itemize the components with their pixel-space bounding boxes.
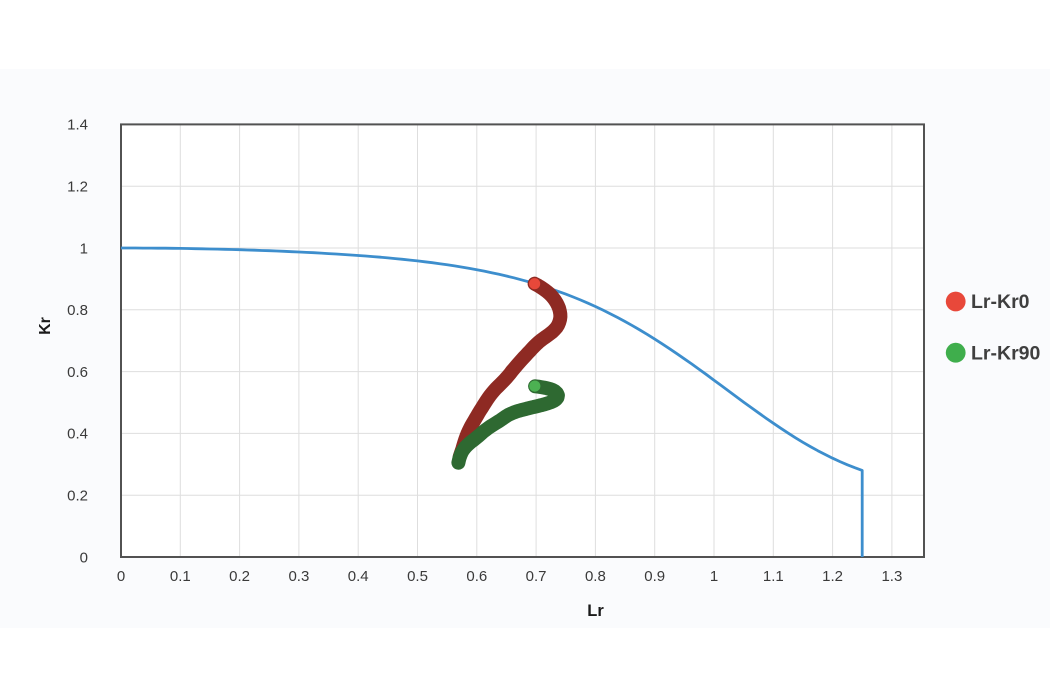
svg-text:0.5: 0.5 bbox=[407, 568, 428, 585]
svg-text:0.6: 0.6 bbox=[67, 364, 88, 381]
svg-text:Lr: Lr bbox=[587, 602, 604, 620]
svg-text:Lr-Kr90: Lr-Kr90 bbox=[971, 343, 1041, 365]
svg-text:0.3: 0.3 bbox=[288, 568, 309, 585]
svg-text:0.8: 0.8 bbox=[67, 302, 88, 319]
svg-text:1: 1 bbox=[710, 568, 718, 585]
svg-text:0.4: 0.4 bbox=[67, 426, 88, 443]
svg-text:1.2: 1.2 bbox=[822, 568, 843, 585]
svg-text:0.9: 0.9 bbox=[644, 568, 665, 585]
svg-text:0.2: 0.2 bbox=[67, 488, 88, 505]
svg-text:0.2: 0.2 bbox=[229, 568, 250, 585]
svg-text:0.7: 0.7 bbox=[526, 568, 547, 585]
svg-text:Lr-Kr0: Lr-Kr0 bbox=[971, 291, 1030, 313]
svg-text:0.4: 0.4 bbox=[348, 568, 369, 585]
svg-text:0: 0 bbox=[80, 549, 88, 566]
svg-text:1.2: 1.2 bbox=[67, 179, 88, 196]
svg-text:0: 0 bbox=[117, 568, 125, 585]
svg-text:0.8: 0.8 bbox=[585, 568, 606, 585]
svg-text:Kr: Kr bbox=[37, 317, 54, 335]
svg-text:1: 1 bbox=[80, 240, 88, 257]
svg-text:1.3: 1.3 bbox=[881, 568, 902, 585]
svg-text:1.1: 1.1 bbox=[763, 568, 784, 585]
svg-text:0.1: 0.1 bbox=[170, 568, 191, 585]
svg-text:1.4: 1.4 bbox=[67, 117, 88, 134]
svg-text:0.6: 0.6 bbox=[466, 568, 487, 585]
